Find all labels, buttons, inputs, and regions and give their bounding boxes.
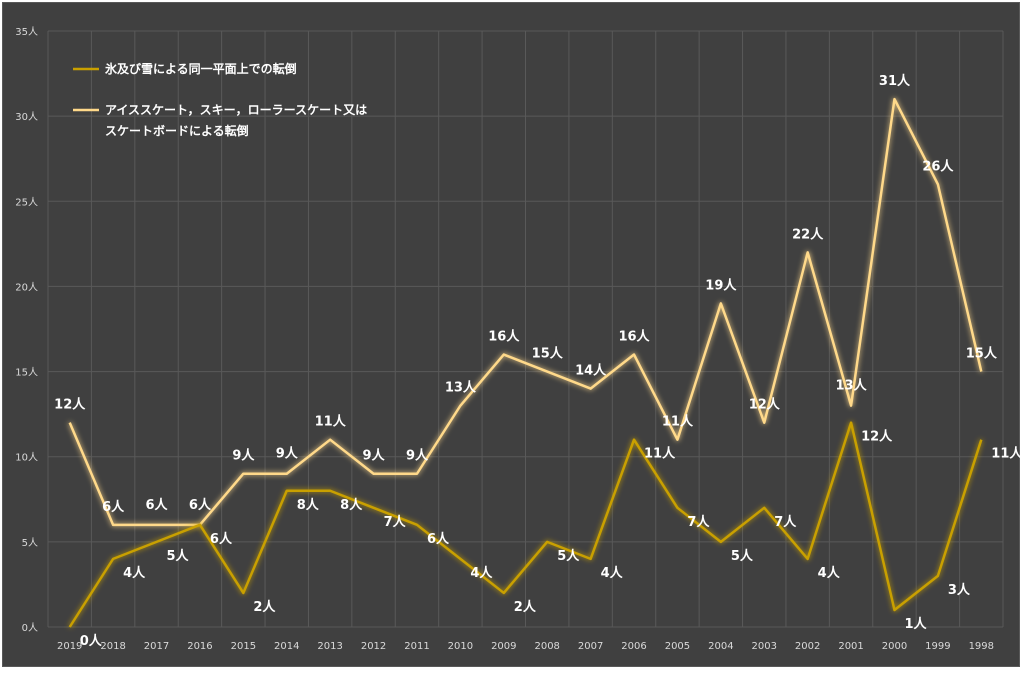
data-label-series-2: 9人 — [276, 446, 299, 462]
y-tick-label: 15人 — [15, 367, 38, 379]
data-label-series-1: 6人 — [427, 531, 450, 547]
x-tick-label: 2012 — [361, 641, 386, 652]
data-label-series-1: 2人 — [514, 599, 537, 615]
data-label-series-1: 8人 — [297, 497, 320, 513]
data-label-series-1: 3人 — [948, 582, 971, 598]
data-label-series-2: 9人 — [363, 448, 386, 464]
x-tick-label: 2000 — [882, 641, 907, 652]
data-label-series-2: 16人 — [488, 329, 520, 345]
data-label-series-1: 0人 — [80, 633, 103, 649]
x-tick-label: 1998 — [969, 641, 994, 652]
data-label-series-1: 7人 — [774, 514, 797, 530]
data-label-series-2: 13人 — [445, 380, 477, 396]
data-label-series-1: 4人 — [818, 565, 841, 581]
y-tick-label: 10人 — [15, 452, 38, 464]
series-line-2 — [68, 97, 983, 527]
x-tick-label: 2004 — [708, 641, 733, 652]
x-tick-label: 2013 — [317, 641, 342, 652]
data-label-series-2: 9人 — [406, 448, 429, 464]
legend: 氷及び雪による同一平面上での転倒 アイススケート，スキー，ローラースケート又は … — [73, 61, 367, 138]
data-label-series-1: 2人 — [253, 599, 276, 615]
data-label-series-2: 12人 — [54, 397, 86, 413]
x-tick-label: 2016 — [187, 641, 212, 652]
data-label-series-2: 15人 — [532, 346, 564, 362]
data-label-series-2: 6人 — [145, 497, 168, 513]
data-label-series-1: 4人 — [123, 565, 146, 581]
y-tick-label: 0人 — [22, 622, 38, 634]
data-labels: 0人 12人 4人 6人 5人 6人 6人 6人 2人 9人 8人 9人 8人 11人 7人 9人 6人 9人 4人… — [54, 73, 1023, 649]
x-tick-label: 2019 — [57, 641, 82, 652]
data-label-series-2: 31人 — [879, 73, 911, 89]
x-tick-label: 2001 — [838, 641, 863, 652]
data-label-series-2: 6人 — [102, 499, 125, 515]
data-label-series-2: 16人 — [618, 329, 650, 345]
y-axis-ticks: 0人 5人 10人 15人 20人 25人 30人 35人 — [15, 26, 38, 634]
data-label-series-1: 7人 — [687, 514, 710, 530]
grid-lines — [47, 30, 1004, 628]
x-tick-label: 2010 — [448, 641, 473, 652]
series-lines — [68, 97, 983, 628]
data-label-series-2: 9人 — [232, 448, 255, 464]
x-tick-label: 2002 — [795, 641, 820, 652]
x-tick-label: 2014 — [274, 641, 299, 652]
y-tick-label: 5人 — [22, 537, 38, 549]
data-label-series-1: 11人 — [644, 446, 676, 462]
data-label-series-1: 5人 — [167, 548, 190, 564]
y-tick-label: 25人 — [15, 196, 38, 208]
data-label-series-2: 12人 — [749, 397, 781, 413]
x-tick-label: 2011 — [404, 641, 429, 652]
x-tick-label: 2017 — [144, 641, 169, 652]
data-label-series-1: 5人 — [731, 548, 754, 564]
data-label-series-2: 26人 — [922, 158, 954, 174]
data-label-series-2: 6人 — [189, 497, 212, 513]
data-label-series-2: 13人 — [836, 378, 868, 394]
data-label-series-1: 8人 — [340, 497, 363, 513]
x-tick-label: 2008 — [534, 641, 559, 652]
legend-label-series-1: 氷及び雪による同一平面上での転倒 — [104, 61, 297, 76]
y-tick-label: 20人 — [15, 281, 38, 293]
data-label-series-1: 12人 — [861, 429, 893, 445]
data-label-series-2: 14人 — [575, 363, 607, 379]
x-tick-label: 2005 — [665, 641, 690, 652]
x-tick-label: 2018 — [100, 641, 125, 652]
data-label-series-2: 22人 — [792, 226, 824, 242]
x-tick-label: 2007 — [578, 641, 603, 652]
legend-label-series-2-line-2: スケートボードによる転倒 — [105, 123, 249, 138]
x-tick-label: 2009 — [491, 641, 516, 652]
series-line-1 — [68, 421, 983, 628]
data-label-series-1: 7人 — [384, 514, 407, 530]
x-tick-label: 1999 — [925, 641, 950, 652]
data-label-series-2: 11人 — [662, 414, 694, 430]
data-label-series-2: 11人 — [315, 414, 347, 430]
y-tick-label: 30人 — [15, 111, 38, 123]
data-label-series-1: 5人 — [557, 548, 580, 564]
data-label-series-1: 4人 — [470, 565, 493, 581]
x-tick-label: 2006 — [621, 641, 646, 652]
x-axis-ticks: 2019 2018 2017 2016 2015 2014 2013 2012 2011 2010… — [57, 641, 994, 652]
data-label-series-1: 4人 — [601, 565, 624, 581]
y-tick-label: 35人 — [15, 26, 38, 38]
data-label-series-2: 15人 — [966, 346, 998, 362]
data-label-series-1: 11人 — [991, 446, 1021, 462]
data-label-series-2: 19人 — [705, 277, 737, 293]
x-tick-label: 2003 — [752, 641, 777, 652]
x-tick-label: 2015 — [231, 641, 256, 652]
legend-label-series-2-line-1: アイススケート，スキー，ローラースケート又は — [105, 103, 367, 117]
data-label-series-1: 6人 — [210, 531, 233, 547]
data-label-series-1: 1人 — [904, 616, 927, 632]
